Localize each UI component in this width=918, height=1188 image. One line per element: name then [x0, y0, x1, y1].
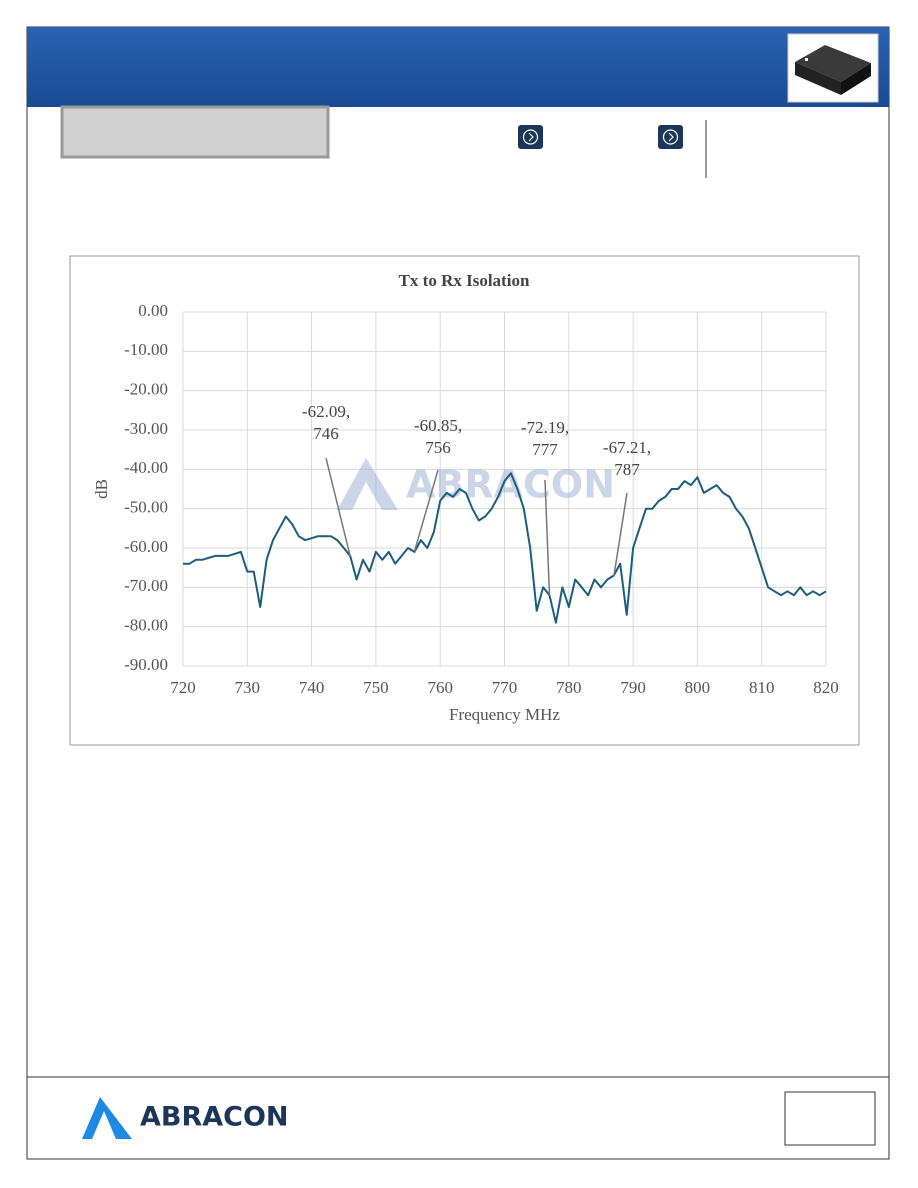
annotation-text: -62.09, — [302, 402, 350, 421]
y-tick-label: -20.00 — [124, 380, 168, 399]
logo-text: ABRACON — [140, 1102, 289, 1133]
nav-icon — [528, 132, 534, 142]
x-tick-label: 790 — [620, 678, 646, 697]
x-tick-label: 780 — [556, 678, 582, 697]
nav-icon — [522, 129, 539, 145]
x-axis-label: Frequency MHz — [449, 705, 560, 724]
product-chip-side — [795, 62, 841, 95]
x-tick-label: 750 — [363, 678, 389, 697]
watermark-mark — [337, 458, 398, 510]
watermark: ABRACON — [406, 463, 615, 507]
x-tick-label: 820 — [813, 678, 839, 697]
y-tick-label: -50.00 — [124, 498, 168, 517]
x-tick-label: 720 — [170, 678, 196, 697]
y-axis-label: dB — [92, 479, 111, 499]
y-tick-label: -60.00 — [124, 537, 168, 556]
page-number-box — [784, 1091, 876, 1146]
chart: Tx to Rx Isolation Frequency MHz dB 0.00 -10… — [92, 271, 839, 724]
x-tick-label: 740 — [299, 678, 325, 697]
nav-button-bg[interactable] — [518, 125, 543, 149]
chart-frame — [69, 255, 860, 746]
y-tick-label: -10.00 — [124, 340, 168, 359]
x-tick-label: 730 — [235, 678, 261, 697]
nav-button[interactable] — [518, 125, 543, 149]
logo-mark — [82, 1097, 132, 1139]
annotation-text: 787 — [614, 460, 640, 479]
logo-mark-cut — [98, 1117, 112, 1132]
y-tick-label: -30.00 — [124, 419, 168, 438]
footer-logo: ABRACON — [82, 1097, 289, 1139]
product-chip-side — [841, 63, 871, 95]
annotation-pointer — [544, 479, 551, 596]
product-chip — [795, 45, 871, 82]
nav-button-bg[interactable] — [658, 125, 683, 149]
x-tick-label: 770 — [492, 678, 518, 697]
nav-icon — [662, 129, 679, 145]
annotation-pointer — [613, 492, 628, 577]
product-chip-dot — [805, 58, 808, 61]
x-tick-label: 760 — [427, 678, 453, 697]
y-tick-label: 0.00 — [138, 301, 168, 320]
y-tick-label: -70.00 — [124, 576, 168, 595]
x-tick-label: 810 — [749, 678, 775, 697]
grey-tab — [60, 105, 330, 159]
nav-button[interactable] — [658, 125, 683, 149]
nav-icon — [668, 132, 674, 142]
annotation-text: -72.19, — [521, 418, 569, 437]
annotation-text: 756 — [425, 438, 451, 457]
y-tick-label: -80.00 — [124, 616, 168, 635]
annotation-pointer — [325, 457, 351, 557]
x-tick-label: 800 — [685, 678, 711, 697]
chart-title: Tx to Rx Isolation — [399, 271, 530, 290]
annotation-pointer — [413, 469, 439, 552]
annotation-text: 777 — [532, 440, 558, 459]
data-line — [183, 472, 827, 624]
annotation-text: -60.85, — [414, 416, 462, 435]
annotation-text: 746 — [313, 424, 339, 443]
y-tick-label: -90.00 — [124, 655, 168, 674]
annotation-text: -67.21, — [603, 438, 651, 457]
y-tick-label: -40.00 — [124, 458, 168, 477]
header-band — [27, 27, 889, 107]
